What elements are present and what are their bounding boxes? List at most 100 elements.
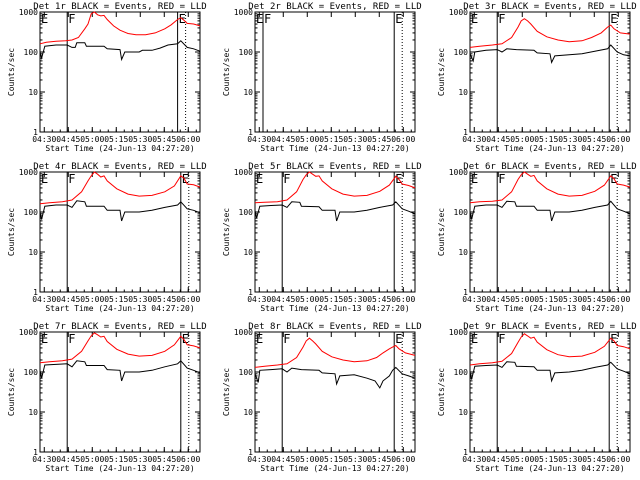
y-tick-label: 10 xyxy=(28,248,38,257)
y-axis-label: Counts/sec xyxy=(437,48,446,96)
y-tick-label: 100 xyxy=(239,48,254,57)
x-tick-label: 06:00 xyxy=(391,135,415,144)
flag-label-e: E xyxy=(182,172,189,186)
plot-frame xyxy=(469,331,631,453)
x-tick-label: 05:30 xyxy=(343,135,367,144)
y-tick-label: 100 xyxy=(239,208,254,217)
y-tick-label: 1 xyxy=(463,128,468,137)
flag-label-e: E xyxy=(256,12,263,26)
plot-frame xyxy=(254,171,416,293)
flag-label-f: F xyxy=(264,12,271,26)
x-tick-label: 05:45 xyxy=(582,135,606,144)
x-tick-label: 04:45 xyxy=(56,455,80,464)
plot-frame xyxy=(254,331,416,453)
flag-label-f: F xyxy=(283,332,290,346)
events-series-line xyxy=(254,366,416,389)
y-tick-label: 10 xyxy=(243,248,253,257)
flag-label-f: F xyxy=(68,172,75,186)
x-tick-label: 04:30 xyxy=(247,135,271,144)
y-tick-label: 1 xyxy=(248,448,253,457)
plot-frame xyxy=(469,11,631,133)
lld-series-line xyxy=(254,337,416,368)
panel-title: Det 6r BLACK = Events, RED = LLD xyxy=(463,162,636,172)
y-tick-label: 100 xyxy=(24,48,39,57)
y-tick-label: 10 xyxy=(243,88,253,97)
x-axis-label: Start Time (24-Jun-13 04:27:20) xyxy=(260,304,409,313)
x-tick-label: 05:00 xyxy=(80,295,104,304)
lld-series-line xyxy=(254,171,416,204)
y-tick-label: 1000 xyxy=(449,168,468,177)
events-series-line xyxy=(254,201,416,222)
x-axis-label: Start Time (24-Jun-13 04:27:20) xyxy=(475,144,624,153)
x-tick-label: 04:45 xyxy=(271,295,295,304)
x-tick-label: 05:15 xyxy=(104,295,128,304)
lld-series-line xyxy=(469,171,631,204)
x-tick-label: 05:45 xyxy=(582,455,606,464)
events-series-line xyxy=(469,44,631,64)
x-tick-label: 06:00 xyxy=(391,455,415,464)
flag-label-e: E xyxy=(256,172,263,186)
x-tick-label: 04:30 xyxy=(32,135,56,144)
x-tick-label: 05:30 xyxy=(558,295,582,304)
lld-series-line xyxy=(39,11,201,45)
panel-det-9: Det 9r BLACK = Events, RED = LLD 1 10 100 10… xyxy=(437,322,637,473)
x-tick-label: 05:15 xyxy=(104,135,128,144)
flag-label-e: E xyxy=(610,332,617,346)
y-tick-label: 10 xyxy=(28,88,38,97)
flag-label-f: F xyxy=(498,332,505,346)
plot-frame xyxy=(39,171,201,293)
panel-det-5: Det 5r BLACK = Events, RED = LLD 1 10 100 10… xyxy=(222,162,422,313)
y-axis-label: Counts/sec xyxy=(437,368,446,416)
x-tick-label: 05:45 xyxy=(367,135,391,144)
y-tick-label: 10 xyxy=(458,248,468,257)
y-tick-label: 1000 xyxy=(234,8,253,17)
panel-det-6: Det 6r BLACK = Events, RED = LLD 1 10 100 10… xyxy=(437,162,637,313)
flag-label-e: E xyxy=(41,332,48,346)
x-tick-label: 04:30 xyxy=(462,455,486,464)
x-tick-label: 05:45 xyxy=(367,295,391,304)
plot-frame xyxy=(469,171,631,293)
x-tick-label: 06:00 xyxy=(176,295,200,304)
y-tick-label: 1 xyxy=(33,128,38,137)
panel-det-8: Det 8r BLACK = Events, RED = LLD 1 10 100 10… xyxy=(222,322,422,473)
x-tick-label: 05:15 xyxy=(319,295,343,304)
x-tick-label: 05:15 xyxy=(319,455,343,464)
x-tick-label: 04:45 xyxy=(486,455,510,464)
lld-series-line xyxy=(39,171,201,205)
y-axis-label: Counts/sec xyxy=(7,368,16,416)
y-tick-label: 1 xyxy=(463,288,468,297)
panel-det-3: Det 3r BLACK = Events, RED = LLD 1 10 100 10… xyxy=(437,2,637,153)
x-axis-label: Start Time (24-Jun-13 04:27:20) xyxy=(45,464,194,473)
events-series-line xyxy=(469,200,631,222)
x-tick-label: 05:00 xyxy=(510,295,534,304)
x-tick-label: 05:45 xyxy=(152,455,176,464)
panel-title: Det 8r BLACK = Events, RED = LLD xyxy=(248,322,421,332)
x-axis-label: Start Time (24-Jun-13 04:27:20) xyxy=(260,464,409,473)
plot-frame xyxy=(39,11,201,133)
y-tick-label: 1000 xyxy=(449,328,468,337)
x-axis-label: Start Time (24-Jun-13 04:27:20) xyxy=(475,304,624,313)
y-axis-label: Counts/sec xyxy=(222,208,231,256)
x-tick-label: 06:00 xyxy=(606,135,630,144)
x-tick-label: 06:00 xyxy=(606,455,630,464)
flag-label-e: E xyxy=(182,332,189,346)
x-tick-label: 04:45 xyxy=(56,295,80,304)
x-tick-label: 04:30 xyxy=(32,455,56,464)
panel-det-1: Det 1r BLACK = Events, RED = LLD 1 10 100 10… xyxy=(7,2,207,153)
lld-series-line xyxy=(469,18,631,48)
y-tick-label: 100 xyxy=(454,48,469,57)
y-tick-label: 1 xyxy=(248,288,253,297)
x-tick-label: 05:30 xyxy=(128,455,152,464)
x-tick-label: 05:00 xyxy=(295,295,319,304)
y-tick-label: 100 xyxy=(24,368,39,377)
y-tick-label: 100 xyxy=(239,368,254,377)
y-tick-label: 1000 xyxy=(234,168,253,177)
y-axis-label: Counts/sec xyxy=(7,208,16,256)
x-tick-label: 06:00 xyxy=(176,455,200,464)
panel-det-2: Det 2r BLACK = Events, RED = LLD 1 10 100 10… xyxy=(222,2,422,153)
x-tick-label: 05:30 xyxy=(343,295,367,304)
flag-label-f: F xyxy=(498,12,505,26)
x-axis-label: Start Time (24-Jun-13 04:27:20) xyxy=(45,304,194,313)
events-series-line xyxy=(39,360,201,382)
x-tick-label: 05:00 xyxy=(295,135,319,144)
